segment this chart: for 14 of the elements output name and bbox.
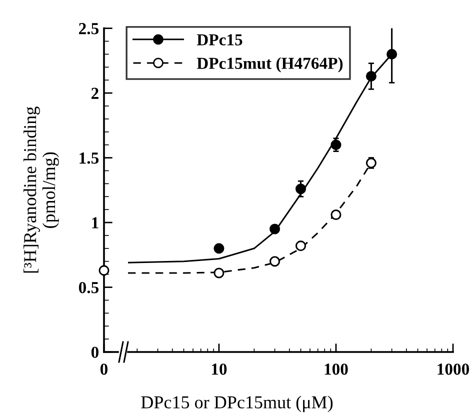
x-tick-label: 0 <box>100 364 108 375</box>
y-axis-title: [³H]Ryanodine binding (pmol/mg) <box>24 106 59 273</box>
y-tick-label: 1.5 <box>80 152 99 164</box>
x-tick-label: 10 <box>212 364 227 375</box>
x-axis-title: DPc15 or DPc15mut (μM) <box>141 396 333 412</box>
legend-label: DPc15 <box>196 34 242 46</box>
y-tick-label: 2 <box>92 88 98 99</box>
y-tick-label: 1 <box>92 217 98 228</box>
x-tick-label: 1000 <box>438 364 470 375</box>
y-tick-label: 0.5 <box>78 282 99 294</box>
y-tick-label: 2.5 <box>79 23 99 34</box>
y-tick-label: 0 <box>91 346 99 358</box>
legend-label: DPc15mut (H4764P) <box>196 57 343 72</box>
x-tick-label: 100 <box>324 364 348 375</box>
